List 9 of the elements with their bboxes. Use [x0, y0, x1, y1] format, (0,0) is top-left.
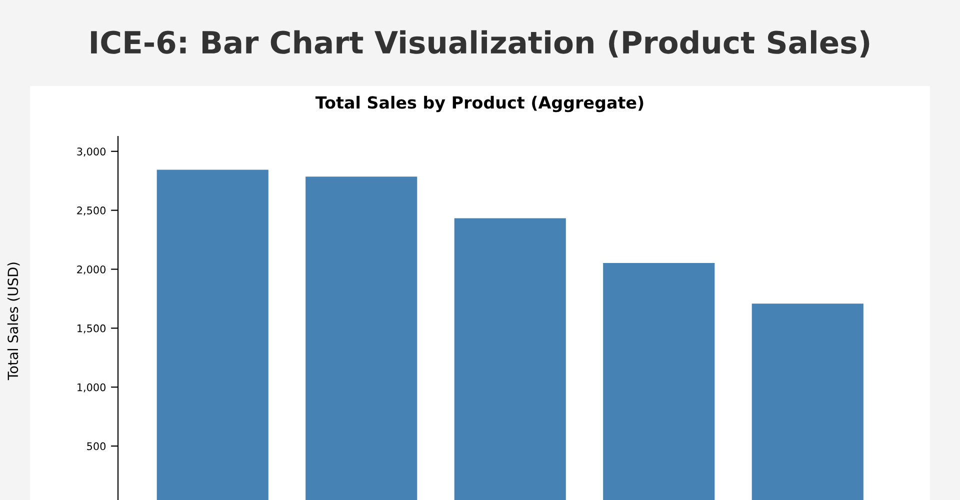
y-tick-label: 3,000 — [77, 148, 106, 157]
y-tick-label: 1,500 — [78, 324, 106, 334]
y-tick-label: 2,000 — [77, 265, 106, 274]
chart-title: ICE-6: Bar Chart Visualization (Product Sales) — [91, 30, 870, 58]
chart-subtitle: Total Sales by Product (Aggregate) — [315, 96, 644, 112]
y-tick-label: 500 — [87, 442, 106, 450]
y-tick-label: 1,000 — [78, 383, 106, 392]
y-tick-label: 2,500 — [77, 206, 106, 216]
y-axis-title: Total Sales (USD) — [7, 262, 20, 380]
